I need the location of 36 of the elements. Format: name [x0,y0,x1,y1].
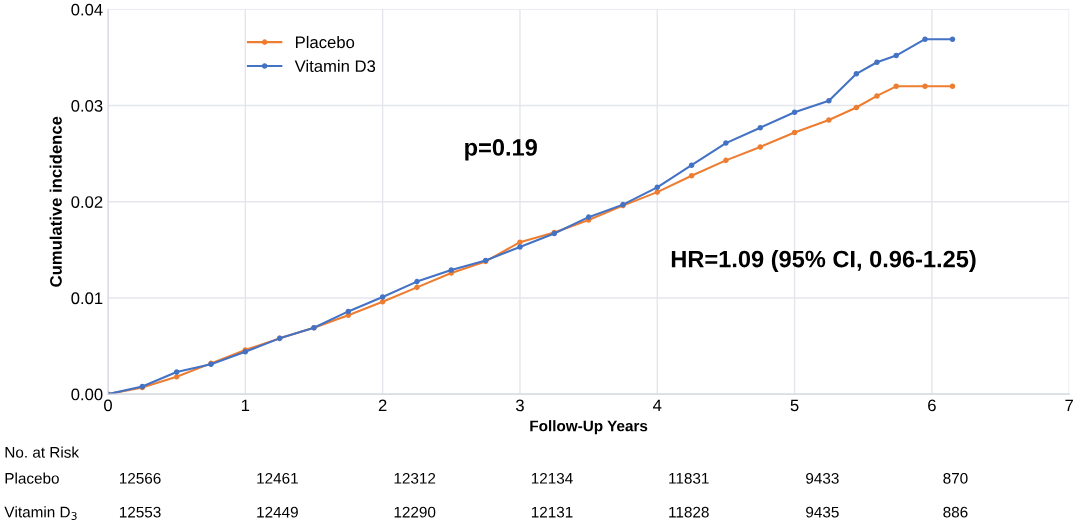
x-tick-label: 3 [515,399,524,412]
text: Vitamin D$_{3}$ [4,506,77,520]
text: 12131 [531,506,573,518]
legend-label: Placebo [295,35,355,49]
x-tick-label: 6 [928,399,936,412]
x-tick-label: 2 [378,399,387,412]
annotation: p=0.19 [465,139,537,161]
text: 12449 [257,506,298,518]
y-tick-label: 0.02 [71,196,103,208]
text: 9433 [806,472,839,484]
y-axis-title: Cumulative incidence [49,116,62,287]
text: 886 [943,506,968,518]
text: 12461 [257,472,298,484]
y-tick-label: 0.04 [71,3,103,16]
text: 12553 [119,506,161,518]
text: 870 [943,472,968,484]
text: 12290 [394,506,436,518]
text: 12566 [119,472,161,484]
y-tick-label: 0.03 [71,99,103,112]
x-tick-label: 7 [1065,399,1073,412]
x-tick-label: 5 [790,399,799,412]
text: 12134 [531,472,573,484]
x-axis-title: Follow-Up Years [530,420,648,435]
text: No. at Risk [5,446,80,458]
y-tick-label: 0.00 [71,388,103,401]
text: Placebo [5,472,59,484]
annotation: HR=1.09 (95% CI, 0.96-1.25) [671,250,976,273]
text: 12312 [394,472,436,484]
y-tick-label: 0.01 [71,292,103,305]
text: 11831 [669,472,709,484]
x-tick-label: 4 [653,399,662,412]
x-tick-label: 0 [104,399,112,412]
text: 9435 [806,506,839,518]
legend-label: Vitamin D3 [294,59,376,73]
x-tick-label: 1 [241,399,250,412]
text: 11828 [669,506,709,518]
